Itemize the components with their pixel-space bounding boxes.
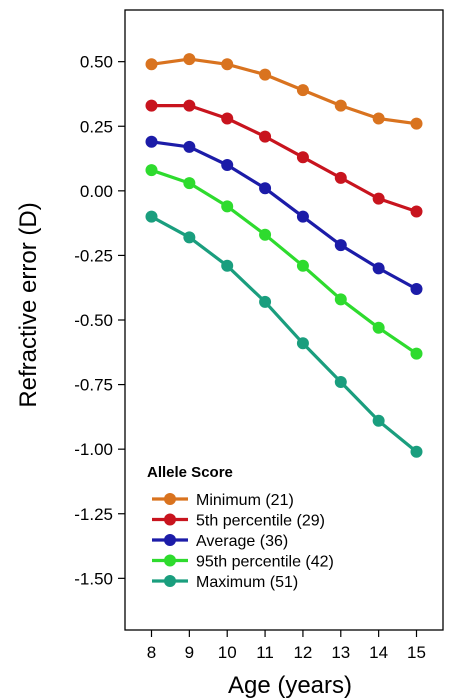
x-tick-label: 12 [293, 643, 312, 662]
data-point [145, 99, 158, 112]
data-point [259, 295, 272, 308]
y-tick-label: -1.25 [74, 505, 113, 524]
data-point [296, 337, 309, 350]
data-point [145, 135, 158, 148]
legend: Allele Score Minimum (21) 5th percentile … [147, 464, 334, 591]
legend-swatch-marker [164, 554, 176, 567]
y-tick-label: -1.50 [74, 569, 113, 588]
series-line-4 [150, 168, 418, 355]
legend-label: 95th percentile (42) [196, 554, 334, 571]
x-tick-label: 11 [256, 643, 274, 662]
y-tick-label: -0.25 [74, 246, 113, 265]
series-line-1 [151, 57, 417, 126]
data-point [145, 164, 158, 177]
y-tick-label: -0.50 [74, 311, 113, 330]
legend-swatch-marker [164, 513, 176, 526]
data-point [183, 99, 196, 112]
data-point [183, 140, 196, 153]
data-point [372, 262, 385, 275]
x-axis: 8 9 10 11 12 13 14 15 [147, 630, 426, 662]
data-point [372, 192, 385, 205]
x-tick-label: 8 [147, 643, 156, 662]
series-layer [145, 53, 423, 458]
data-point [334, 293, 347, 306]
data-point [372, 321, 385, 334]
data-point [221, 159, 234, 171]
series-line-5 [150, 215, 418, 454]
legend-label: Minimum (21) [196, 492, 294, 509]
data-point [334, 171, 347, 184]
legend-label: Maximum (51) [196, 574, 298, 591]
series-line-3 [151, 140, 418, 291]
legend-swatch-marker [164, 493, 176, 505]
y-tick-label: 0.25 [80, 117, 113, 136]
y-axis: 0.50 0.25 0.00 -0.25 -0.50 -0.75 -1.00 -1.25 -1.… [74, 53, 125, 588]
data-point [334, 376, 347, 388]
legend-title: Allele Score [147, 464, 233, 481]
data-point [296, 210, 309, 223]
legend-swatch-marker [164, 575, 176, 587]
data-point [410, 283, 423, 295]
data-point [221, 200, 234, 213]
data-point [259, 228, 272, 241]
data-point [145, 58, 158, 71]
data-point [410, 445, 423, 458]
x-tick-label: 13 [331, 643, 350, 662]
data-point [145, 210, 158, 223]
data-point [259, 130, 272, 143]
data-point [372, 112, 385, 125]
legend-label: Average (36) [196, 533, 288, 550]
x-axis-title: Age (years) [228, 672, 352, 699]
x-tick-label: 15 [407, 643, 426, 662]
y-tick-label: 0.00 [80, 182, 113, 201]
data-point [410, 347, 423, 360]
data-point [221, 112, 234, 125]
data-point [183, 177, 196, 190]
series-line-2 [151, 103, 418, 214]
data-point [296, 259, 309, 272]
data-point [183, 53, 196, 66]
data-point [410, 205, 423, 218]
legend-swatch-marker [164, 534, 176, 546]
legend-label: 5th percentile (29) [196, 513, 325, 530]
y-tick-label: -0.75 [74, 376, 113, 395]
x-tick-label: 14 [369, 643, 388, 662]
data-point [221, 58, 234, 71]
y-tick-label: -1.00 [74, 440, 113, 459]
data-point [410, 117, 423, 130]
data-point [296, 151, 309, 164]
data-point [259, 68, 272, 81]
data-point [259, 182, 272, 195]
data-point [221, 259, 234, 272]
data-point [372, 414, 385, 427]
y-tick-label: 0.50 [80, 53, 113, 72]
x-tick-label: 10 [218, 643, 237, 662]
data-point [334, 239, 347, 252]
y-axis-title: Refractive error (D) [15, 202, 42, 407]
x-tick-label: 9 [185, 643, 194, 662]
data-point [183, 231, 196, 244]
data-point [334, 99, 347, 112]
data-point [296, 84, 309, 97]
